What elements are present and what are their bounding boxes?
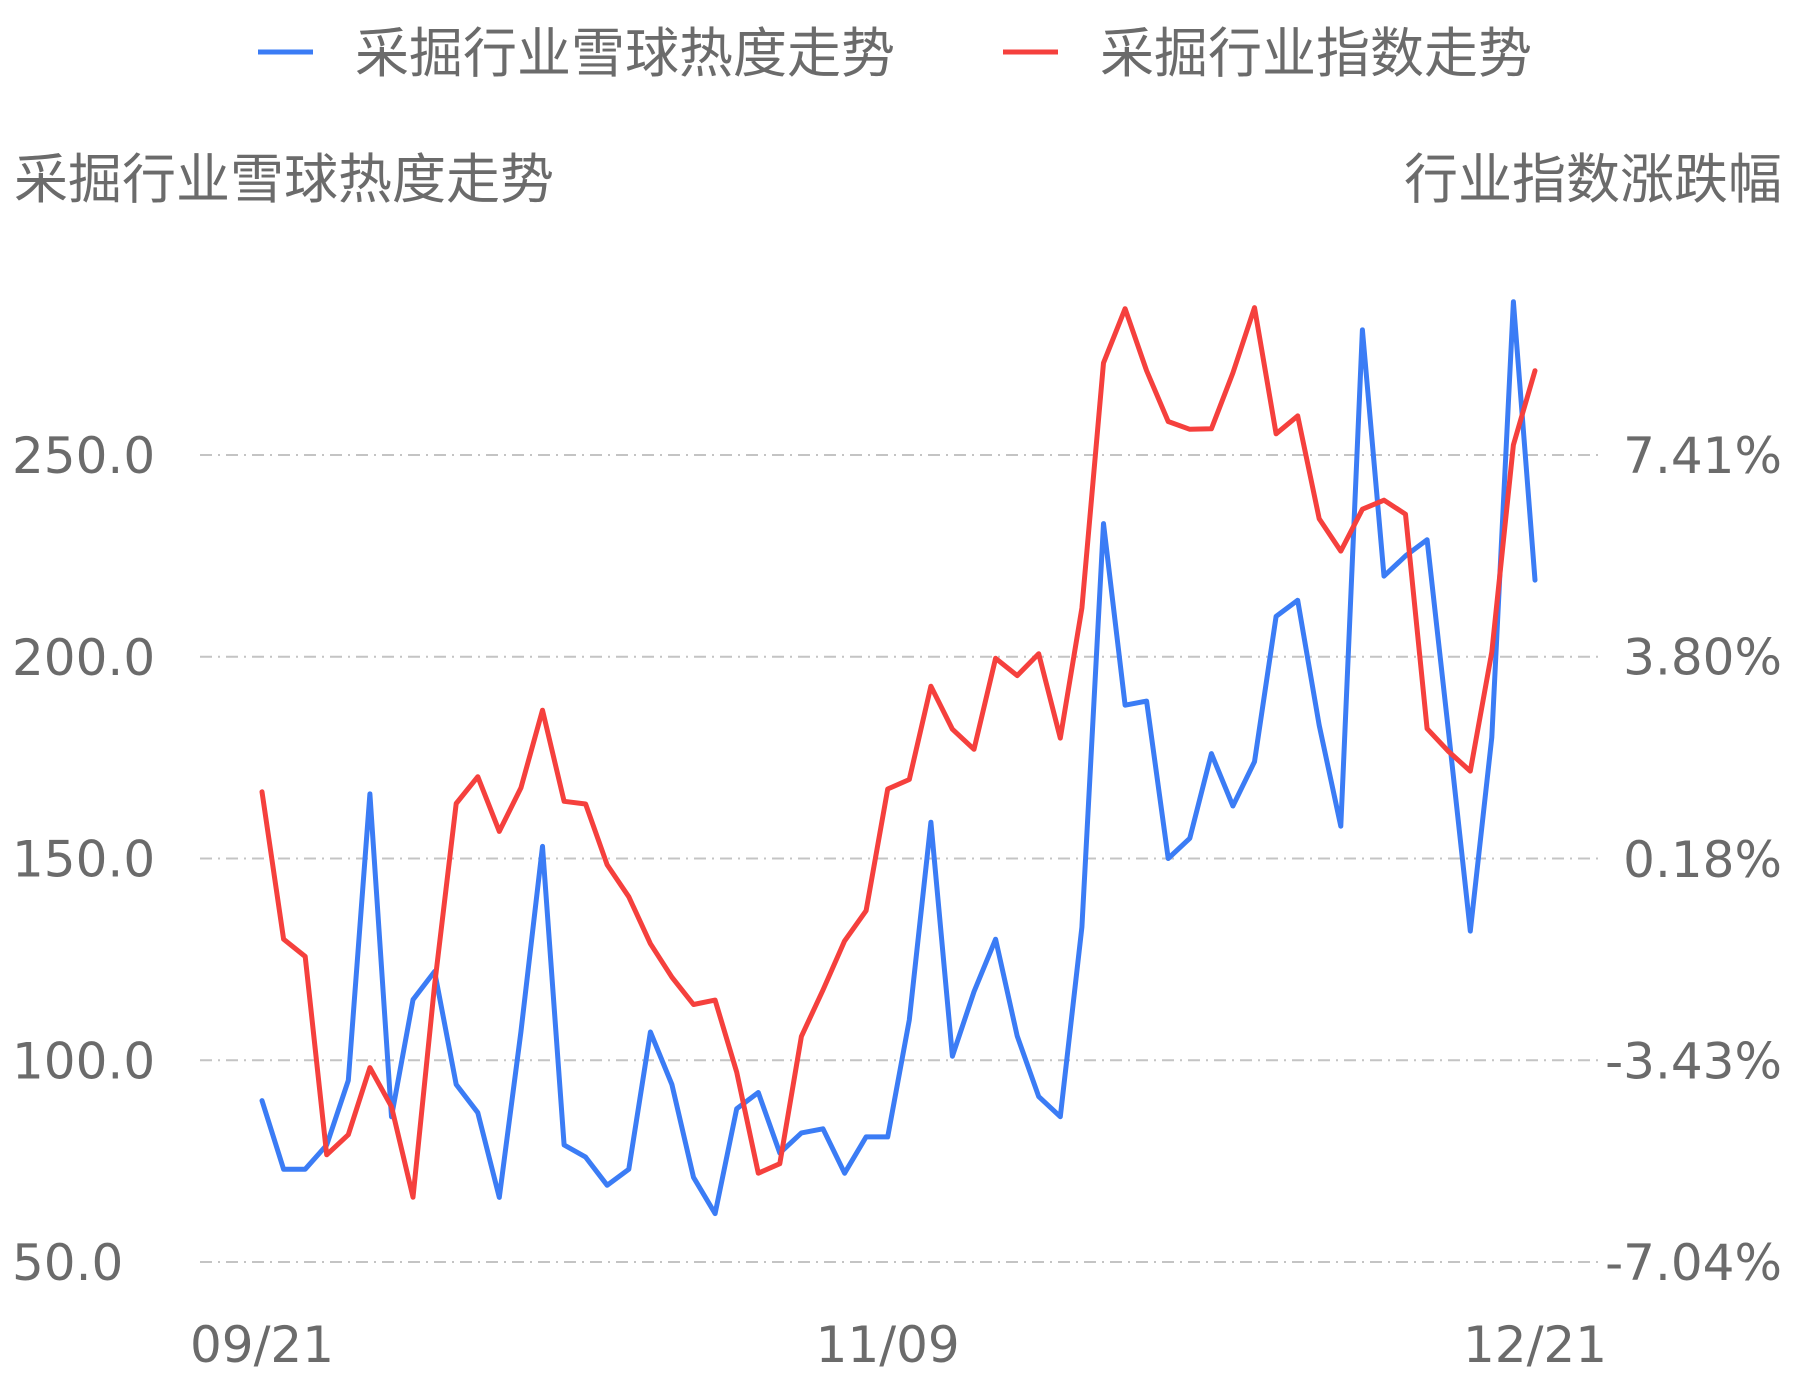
right-axis-title: 行业指数涨跌幅 — [1404, 148, 1782, 211]
left-axis-ticks: 250.0 200.0 150.0 100.0 50.0 — [12, 427, 155, 1292]
left-axis-title: 采掘行业雪球热度走势 — [14, 148, 554, 211]
right-tick-label: 3.80% — [1623, 629, 1782, 687]
grid — [200, 454, 1600, 1263]
left-tick-label: 200.0 — [12, 629, 155, 687]
left-tick-label: 100.0 — [12, 1032, 155, 1090]
right-tick-label: -3.43% — [1605, 1032, 1782, 1090]
right-axis-ticks: 7.41% 3.80% 0.18% -3.43% -7.04% — [1605, 427, 1782, 1292]
series-line-index — [259, 305, 1538, 1200]
series-line-heat — [259, 299, 1538, 1217]
right-tick-label: 0.18% — [1623, 831, 1782, 889]
left-tick-label: 250.0 — [12, 427, 155, 485]
series-group — [259, 299, 1538, 1217]
right-tick-label: -7.04% — [1605, 1234, 1782, 1292]
legend-label-index: 采掘行业指数走势 — [1100, 22, 1532, 85]
legend-item-index[interactable]: 采掘行业指数走势 — [1003, 22, 1532, 85]
legend: 采掘行业雪球热度走势 采掘行业指数走势 — [258, 22, 1532, 85]
x-tick-label: 09/21 — [190, 1316, 334, 1374]
x-axis-ticks: 09/21 11/09 12/21 — [190, 1316, 1607, 1374]
left-tick-label: 50.0 — [12, 1234, 123, 1292]
x-tick-label: 11/09 — [816, 1316, 960, 1374]
right-tick-label: 7.41% — [1623, 427, 1782, 485]
legend-item-heat[interactable]: 采掘行业雪球热度走势 — [258, 22, 895, 85]
left-tick-label: 150.0 — [12, 831, 155, 889]
x-tick-label: 12/21 — [1463, 1316, 1607, 1374]
legend-label-heat: 采掘行业雪球热度走势 — [355, 22, 895, 85]
